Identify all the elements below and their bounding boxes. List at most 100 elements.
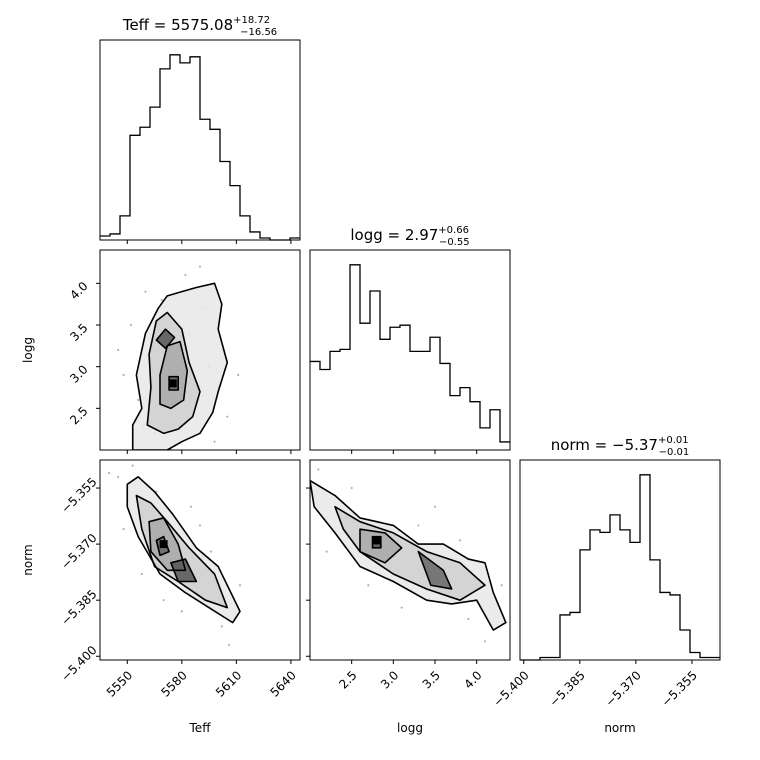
scatter-logg-norm-xtick-label: 3.5	[420, 668, 443, 691]
hist-norm-bar	[590, 530, 600, 660]
scatter-logg-norm-point	[417, 524, 420, 527]
scatter-teff-norm-point	[198, 524, 202, 527]
scatter-teff-norm-ytick-label: −5.370	[58, 531, 99, 572]
hist-logg-bar	[400, 325, 410, 450]
scatter-logg-norm-density-fill	[418, 551, 452, 589]
hist-teff-bar	[130, 135, 140, 240]
scatter-logg-norm-plot-area	[310, 468, 507, 643]
scatter-teff-norm-point	[117, 475, 120, 478]
scatter-teff-norm-point	[107, 471, 111, 475]
scatter-logg-norm-point	[325, 550, 328, 553]
scatter-logg-norm-xtick-label: 4.0	[461, 668, 484, 691]
scatter-logg-norm-xtick-label: 3.0	[378, 668, 401, 691]
scatter-teff-norm-ytick-label: −5.385	[58, 587, 99, 628]
hist-logg-bar	[440, 363, 450, 450]
hist-teff-bar	[140, 127, 150, 240]
panels-layer: Teff = 5575.08+18.72 −16.56 2.5 3.0 3.5 4.0 lo…	[21, 15, 721, 735]
scatter-teff-logg-peak-marker	[168, 379, 177, 388]
scatter-teff-logg-contour	[159, 340, 189, 410]
scatter-teff-norm-point	[162, 599, 165, 602]
scatter-teff-logg-point	[137, 398, 140, 402]
scatter-logg-norm-peak-marker	[372, 536, 381, 545]
scatter-teff-norm-point	[180, 610, 183, 613]
scatter-logg-norm-contour	[359, 528, 403, 564]
scatter-teff-norm-xtick-label: 5610	[213, 668, 244, 699]
hist-logg-bar	[420, 351, 430, 450]
hist-logg-bar	[360, 323, 370, 450]
hist-logg-bar	[320, 369, 330, 450]
scatter-teff-norm-xtick-label: 5580	[158, 668, 189, 699]
scatter-logg-norm-point	[500, 584, 503, 587]
scatter-teff-logg-point	[117, 348, 120, 352]
hist-teff-step-line	[100, 54, 300, 241]
scatter-teff-logg-point	[226, 415, 229, 418]
hist-logg-bar	[350, 265, 360, 450]
scatter-teff-logg-yaxis-label: logg	[21, 337, 35, 363]
scatter-logg-norm-point	[467, 617, 470, 620]
scatter-logg-norm-contour	[334, 505, 486, 601]
hist-logg-bar	[450, 396, 460, 450]
hist-teff-frame	[99, 39, 301, 241]
hist-logg-bar	[410, 351, 420, 450]
hist-teff-bar	[120, 216, 130, 240]
scatter-teff-norm-point	[140, 572, 143, 576]
scatter-teff-norm-contour	[170, 558, 198, 583]
hist-norm-bar	[620, 530, 630, 660]
scatter-logg-norm-xtick-label: 2.5	[336, 668, 359, 691]
scatter-teff-norm-point	[131, 464, 134, 467]
scatter-teff-logg-ytick-label: 2.5	[67, 404, 90, 427]
scatter-logg-norm-point	[458, 539, 462, 542]
scatter-teff-norm-peak-marker	[159, 540, 168, 549]
hist-teff-bar	[150, 107, 160, 240]
scatter-teff-logg-density-fill	[160, 341, 188, 409]
hist-norm-title-minus: −0.01	[659, 447, 690, 458]
scatter-teff-norm-contour	[148, 517, 187, 572]
scatter-teff-logg-point	[184, 273, 187, 277]
scatter-teff-logg-point	[144, 290, 147, 293]
hist-teff-title-minus: −16.56	[240, 27, 277, 38]
hist-teff-bar	[200, 119, 210, 240]
scatter-teff-norm-ytick-label: −5.355	[58, 475, 99, 516]
hist-teff-bar	[170, 55, 180, 240]
hist-norm-bar	[580, 550, 590, 660]
hist-norm-bar	[660, 592, 670, 660]
scatter-teff-norm-frame	[99, 459, 301, 661]
hist-teff-bar	[210, 129, 220, 240]
hist-logg-bar	[390, 327, 400, 450]
hist-norm-bar	[680, 630, 690, 660]
hist-teff-title-main: Teff = 5575.08	[122, 16, 233, 34]
scatter-teff-norm-plot-area	[107, 464, 242, 647]
hist-logg-title-main: logg = 2.97	[350, 226, 438, 244]
hist-teff-bar	[180, 63, 190, 240]
scatter-teff-logg-point	[122, 373, 125, 377]
scatter-teff-norm-point	[227, 643, 231, 647]
scatter-teff-norm-point	[122, 528, 125, 531]
hist-logg-title-minus: −0.55	[439, 237, 470, 248]
hist-norm-xtick-label: −5.370	[603, 668, 644, 709]
hist-norm-xtick-label: −5.385	[547, 668, 588, 709]
scatter-teff-norm-yaxis-label: norm	[21, 544, 35, 575]
hist-norm-step-line	[520, 474, 720, 661]
hist-logg-step-line	[310, 264, 510, 443]
hist-norm-xtick-label: −5.400	[490, 668, 531, 709]
scatter-teff-logg-point	[160, 298, 163, 302]
scatter-logg-norm-point	[483, 640, 487, 643]
scatter-logg-norm-point	[350, 486, 353, 490]
scatter-teff-norm-contour	[135, 494, 229, 609]
hist-norm-xaxis-label: norm	[604, 721, 635, 735]
scatter-logg-norm-contour	[310, 479, 507, 631]
hist-teff-bar	[240, 216, 250, 240]
scatter-teff-norm-contour	[155, 535, 170, 557]
hist-logg-bar	[490, 410, 500, 450]
scatter-logg-norm-contour	[417, 550, 453, 590]
scatter-teff-norm-point	[220, 625, 223, 628]
hist-logg-bar	[380, 339, 390, 450]
hist-norm-bar	[690, 652, 700, 660]
hist-logg-bar	[430, 337, 440, 450]
hist-norm-xtick-label: −5.355	[659, 668, 700, 709]
hist-norm-title-plus: +0.01	[658, 435, 689, 446]
hist-logg-bar	[340, 349, 350, 450]
hist-teff-bar	[220, 161, 230, 240]
hist-logg-bar	[460, 388, 470, 450]
